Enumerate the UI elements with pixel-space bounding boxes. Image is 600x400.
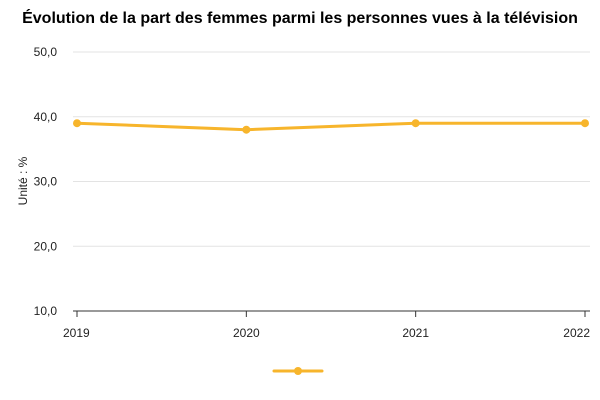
x-tick-label: 2022 — [563, 326, 590, 340]
chart-title: Évolution de la part des femmes parmi le… — [22, 10, 578, 27]
x-tick-label: 2021 — [402, 326, 429, 340]
data-point — [242, 125, 251, 134]
y-tick-label: 20,0 — [34, 239, 58, 253]
data-point — [581, 119, 589, 128]
x-tick-label: 2020 — [233, 326, 260, 340]
series-line — [75, 121, 587, 132]
x-tick-label: 2019 — [63, 326, 90, 340]
y-tick-label: 40,0 — [34, 110, 58, 124]
y-tick-labels: 10,0 20,0 30,0 40,0 50,0 — [34, 45, 58, 318]
data-point — [411, 119, 420, 128]
y-axis-title: Unité : % — [16, 156, 30, 205]
y-tick-label: 50,0 — [34, 45, 58, 59]
legend-marker — [294, 367, 302, 375]
legend — [272, 367, 324, 375]
gridlines — [73, 51, 590, 247]
data-point — [73, 119, 81, 128]
x-axis: 2019 2020 2021 2022 — [63, 310, 590, 340]
series-layer — [73, 119, 589, 134]
y-tick-label: 30,0 — [34, 175, 58, 189]
y-tick-label: 10,0 — [34, 304, 58, 318]
